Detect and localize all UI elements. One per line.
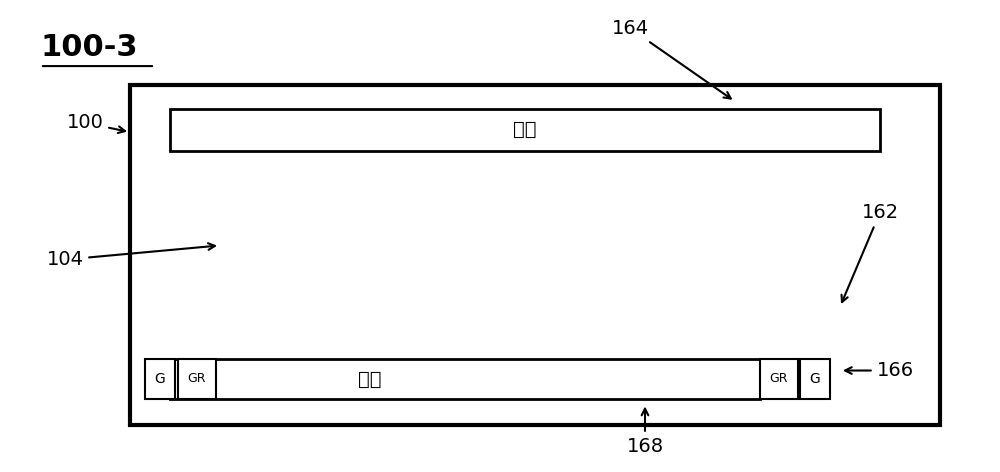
Text: 100-3: 100-3: [40, 33, 138, 62]
Text: 164: 164: [611, 19, 731, 99]
Text: G: G: [810, 372, 820, 386]
Text: 漏极: 漏极: [513, 120, 537, 139]
Bar: [800, 359, 830, 399]
Text: 104: 104: [46, 243, 215, 269]
Bar: [170, 109, 880, 151]
Text: 162: 162: [842, 203, 899, 302]
Text: G: G: [155, 372, 165, 386]
Text: GR: GR: [188, 372, 206, 385]
Text: 100: 100: [67, 113, 125, 133]
Bar: [760, 359, 798, 399]
Bar: [130, 85, 940, 425]
Bar: [145, 359, 175, 399]
Bar: [178, 359, 216, 399]
Text: 166: 166: [845, 361, 914, 380]
Text: GR: GR: [770, 372, 788, 385]
Text: 源极: 源极: [358, 370, 382, 388]
Bar: [170, 359, 760, 399]
Text: 168: 168: [626, 409, 664, 455]
